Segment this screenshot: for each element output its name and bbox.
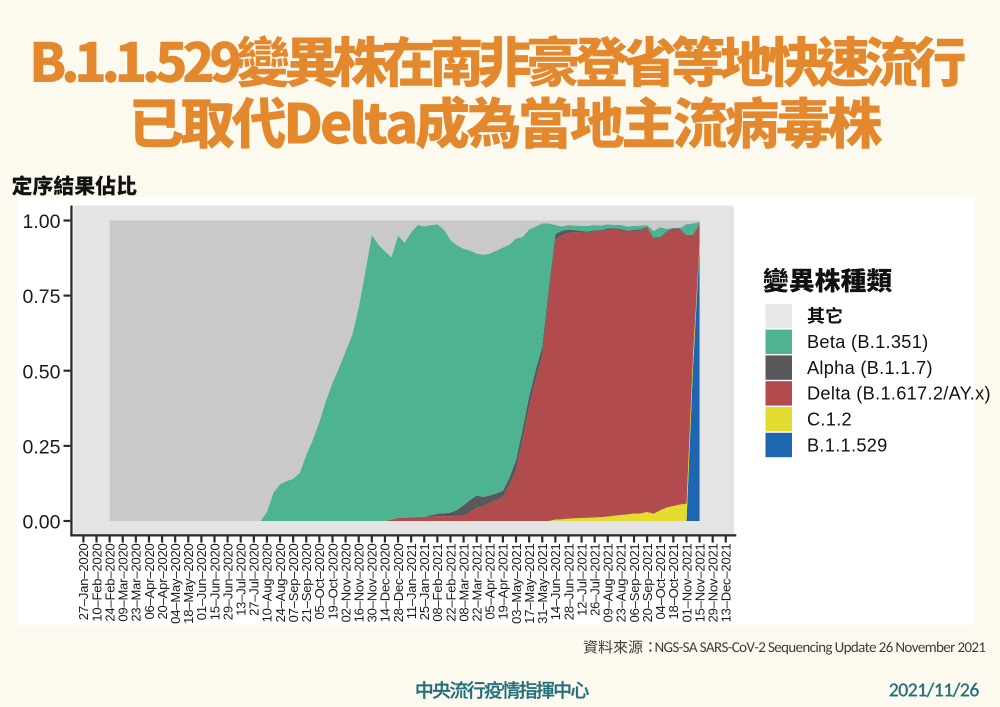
svg-text:12–Jul–2021: 12–Jul–2021 <box>574 543 589 615</box>
svg-text:11–Jan–2021: 11–Jan–2021 <box>404 543 419 619</box>
svg-text:24–Aug–2020: 24–Aug–2020 <box>273 543 288 622</box>
svg-text:22–Mar–2021: 22–Mar–2021 <box>470 543 485 621</box>
svg-text:27–Jan–2020: 27–Jan–2020 <box>76 543 91 620</box>
svg-text:Delta (B.1.617.2/AY.x): Delta (B.1.617.2/AY.x) <box>807 384 991 404</box>
svg-text:29–Jun–2020: 29–Jun–2020 <box>220 543 235 620</box>
svg-text:0.00: 0.00 <box>23 512 61 534</box>
svg-text:01–Nov–2021: 01–Nov–2021 <box>679 543 694 622</box>
svg-text:15–Nov–2021: 15–Nov–2021 <box>692 543 707 622</box>
svg-text:06–Sep–2021: 06–Sep–2021 <box>627 543 642 622</box>
svg-text:08–Mar–2021: 08–Mar–2021 <box>456 543 471 621</box>
svg-text:0.75: 0.75 <box>23 286 61 308</box>
svg-text:18–Oct–2021: 18–Oct–2021 <box>666 543 681 619</box>
svg-text:05–Apr–2021: 05–Apr–2021 <box>483 543 498 619</box>
svg-text:18–May–2020: 18–May–2020 <box>181 543 196 623</box>
svg-text:03–May–2021: 03–May–2021 <box>509 543 524 623</box>
svg-text:13–Dec–2021: 13–Dec–2021 <box>719 543 734 622</box>
svg-text:02–Nov–2020: 02–Nov–2020 <box>338 543 353 622</box>
svg-text:17–May–2021: 17–May–2021 <box>522 543 537 623</box>
svg-text:04–Oct–2021: 04–Oct–2021 <box>653 543 668 619</box>
svg-text:20–Apr–2020: 20–Apr–2020 <box>155 543 170 619</box>
svg-text:0.50: 0.50 <box>23 361 61 383</box>
svg-text:09–Aug–2021: 09–Aug–2021 <box>601 543 616 622</box>
svg-text:23–Mar–2020: 23–Mar–2020 <box>129 543 144 621</box>
svg-text:24–Feb–2020: 24–Feb–2020 <box>102 543 117 621</box>
svg-text:Beta (B.1.351): Beta (B.1.351) <box>807 332 928 352</box>
svg-text:10–Aug–2020: 10–Aug–2020 <box>260 543 275 622</box>
svg-text:08–Feb–2021: 08–Feb–2021 <box>430 543 445 621</box>
svg-text:Alpha (B.1.1.7): Alpha (B.1.1.7) <box>807 358 933 378</box>
svg-text:31–May–2021: 31–May–2021 <box>535 543 550 623</box>
svg-text:06–Apr–2020: 06–Apr–2020 <box>142 543 157 619</box>
svg-text:23–Aug–2021: 23–Aug–2021 <box>614 543 629 622</box>
svg-text:20–Sep–2021: 20–Sep–2021 <box>640 543 655 622</box>
svg-text:14–Dec–2020: 14–Dec–2020 <box>378 543 393 622</box>
svg-text:01–Jun–2020: 01–Jun–2020 <box>194 543 209 620</box>
svg-text:22–Feb–2021: 22–Feb–2021 <box>443 543 458 621</box>
svg-text:05–Oct–2020: 05–Oct–2020 <box>312 543 327 619</box>
svg-text:09–Mar–2020: 09–Mar–2020 <box>116 543 131 621</box>
svg-text:26–Jul–2021: 26–Jul–2021 <box>587 543 602 615</box>
svg-text:19–Apr–2021: 19–Apr–2021 <box>496 543 511 619</box>
svg-text:B.1.1.529: B.1.1.529 <box>807 435 888 455</box>
svg-text:1.00: 1.00 <box>23 211 61 233</box>
svg-text:27–Jul–2020: 27–Jul–2020 <box>247 543 262 615</box>
svg-text:25–Jan–2021: 25–Jan–2021 <box>417 543 432 620</box>
svg-text:21–Sep–2020: 21–Sep–2020 <box>299 543 314 622</box>
svg-text:16–Nov–2020: 16–Nov–2020 <box>352 543 367 622</box>
svg-text:30–Nov–2020: 30–Nov–2020 <box>365 543 380 622</box>
svg-text:13–Jul–2020: 13–Jul–2020 <box>234 543 249 615</box>
svg-text:29–Nov–2021: 29–Nov–2021 <box>705 543 720 622</box>
svg-text:C.1.2: C.1.2 <box>807 410 852 430</box>
svg-text:28–Jun–2021: 28–Jun–2021 <box>561 543 576 620</box>
svg-text:07–Sep–2020: 07–Sep–2020 <box>286 543 301 622</box>
svg-text:0.25: 0.25 <box>23 437 61 459</box>
svg-text:10–Feb–2020: 10–Feb–2020 <box>89 543 104 621</box>
svg-text:28–Dec–2020: 28–Dec–2020 <box>391 543 406 622</box>
svg-text:04–May–2020: 04–May–2020 <box>168 543 183 623</box>
svg-text:19–Oct–2020: 19–Oct–2020 <box>325 543 340 619</box>
svg-text:15–Jun–2020: 15–Jun–2020 <box>207 543 222 620</box>
svg-text:14–Jun–2021: 14–Jun–2021 <box>548 543 563 620</box>
